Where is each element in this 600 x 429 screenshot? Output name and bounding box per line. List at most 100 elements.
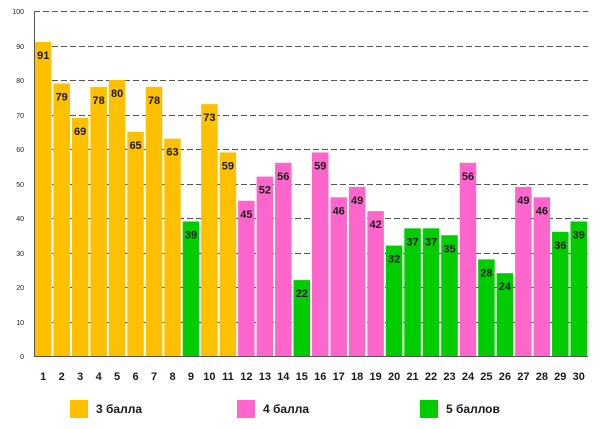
x-tick-label-30: 30 bbox=[573, 371, 585, 383]
x-tick-label-8: 8 bbox=[169, 371, 175, 383]
bar-8 bbox=[164, 138, 181, 356]
x-tick-label-25: 25 bbox=[480, 371, 492, 383]
x-tick-label-5: 5 bbox=[114, 371, 120, 383]
value-label-5: 80 bbox=[111, 88, 123, 100]
value-label-14: 56 bbox=[277, 171, 289, 183]
value-label-18: 49 bbox=[351, 195, 363, 207]
bar-layer bbox=[34, 42, 588, 357]
value-label-3: 69 bbox=[74, 126, 86, 138]
value-label-2: 79 bbox=[56, 91, 68, 103]
value-label-6: 65 bbox=[129, 140, 141, 152]
x-tick-label-16: 16 bbox=[314, 371, 326, 383]
y-tick-label-30: 30 bbox=[16, 251, 24, 258]
legend-swatch-5 bbox=[420, 400, 438, 418]
bar-23 bbox=[441, 235, 458, 356]
bar-6 bbox=[127, 131, 144, 356]
x-tick-label-6: 6 bbox=[133, 371, 139, 383]
bar-22 bbox=[422, 228, 440, 356]
x-tick-label-7: 7 bbox=[151, 371, 157, 383]
bar-25 bbox=[478, 259, 495, 356]
x-tick-label-20: 20 bbox=[388, 371, 400, 383]
value-label-11: 59 bbox=[222, 160, 234, 172]
x-tick-label-11: 11 bbox=[222, 371, 234, 383]
x-tick-label-4: 4 bbox=[96, 371, 103, 383]
x-tick-label-27: 27 bbox=[517, 371, 529, 383]
x-tick-label-10: 10 bbox=[203, 371, 215, 383]
value-label-12: 45 bbox=[240, 209, 252, 221]
bar-3 bbox=[71, 117, 89, 356]
value-label-13: 52 bbox=[259, 185, 271, 197]
bar-14 bbox=[275, 162, 292, 356]
legend-item-4: 4 балла bbox=[237, 398, 309, 420]
bar-4 bbox=[90, 86, 107, 357]
value-label-16: 59 bbox=[314, 160, 326, 172]
x-tick-label-22: 22 bbox=[425, 371, 437, 383]
y-tick-label-20: 20 bbox=[16, 285, 24, 292]
x-tick-label-13: 13 bbox=[259, 371, 271, 383]
x-tick-label-28: 28 bbox=[536, 371, 548, 383]
bar-15 bbox=[293, 280, 311, 356]
x-tick-label-19: 19 bbox=[370, 371, 382, 383]
y-tick-label-90: 90 bbox=[16, 44, 24, 51]
bar-2 bbox=[53, 83, 70, 356]
x-tick-label-21: 21 bbox=[406, 371, 418, 383]
bar-12 bbox=[238, 200, 255, 356]
y-tick-label-40: 40 bbox=[16, 216, 24, 223]
y-tick-label-60: 60 bbox=[16, 147, 24, 154]
x-tick-label-26: 26 bbox=[499, 371, 511, 383]
value-label-28: 46 bbox=[536, 205, 548, 217]
value-label-22: 37 bbox=[425, 236, 437, 248]
x-tick-label-14: 14 bbox=[277, 371, 290, 383]
bar-5 bbox=[108, 80, 126, 356]
y-tick-label-10: 10 bbox=[16, 320, 24, 327]
x-tick-label-23: 23 bbox=[443, 371, 455, 383]
x-tick-label-15: 15 bbox=[296, 371, 308, 383]
bar-28 bbox=[533, 197, 551, 356]
value-label-26: 24 bbox=[499, 281, 512, 293]
bar-11 bbox=[219, 152, 237, 356]
bar-27 bbox=[515, 186, 532, 356]
y-tick-label-70: 70 bbox=[16, 113, 24, 120]
value-label-30: 39 bbox=[573, 229, 585, 241]
bar-24 bbox=[459, 162, 477, 356]
legend-item-5: 5 баллов bbox=[420, 398, 500, 420]
y-tick-label-50: 50 bbox=[16, 182, 24, 189]
bar-19 bbox=[367, 211, 384, 356]
grid-layer bbox=[34, 11, 588, 323]
bar-17 bbox=[330, 197, 347, 356]
legend-label-4: 4 балла bbox=[263, 402, 310, 416]
value-label-23: 35 bbox=[443, 243, 455, 255]
value-label-9: 39 bbox=[185, 229, 197, 241]
value-label-24: 56 bbox=[462, 171, 474, 183]
x-tick-label-3: 3 bbox=[77, 371, 83, 383]
y-tick-label-0: 0 bbox=[20, 354, 24, 361]
legend-label-3: 3 балла bbox=[96, 402, 143, 416]
bar-13 bbox=[256, 176, 274, 356]
legend-label-5: 5 баллов bbox=[446, 402, 500, 416]
bar-20 bbox=[385, 245, 403, 356]
value-label-21: 37 bbox=[406, 236, 418, 248]
bar-10 bbox=[201, 104, 218, 357]
bar-29 bbox=[552, 231, 569, 356]
value-label-19: 42 bbox=[370, 219, 382, 231]
value-label-25: 28 bbox=[480, 267, 492, 279]
y-tick-label-100: 100 bbox=[12, 9, 24, 16]
x-tick-label-18: 18 bbox=[351, 371, 363, 383]
value-label-8: 63 bbox=[166, 147, 178, 159]
y-tick-label-80: 80 bbox=[16, 78, 24, 85]
legend-swatch-3 bbox=[70, 400, 88, 418]
x-tick-label-12: 12 bbox=[240, 371, 252, 383]
value-label-29: 36 bbox=[554, 240, 566, 252]
bar-26 bbox=[496, 273, 514, 356]
legend-swatch-4 bbox=[237, 400, 255, 418]
value-label-7: 78 bbox=[148, 95, 160, 107]
label-layer: 91 79 69 78 80 65 78 63 39 73 59 45 52 56 22 59 46 49 42 32… bbox=[37, 50, 585, 300]
value-label-17: 46 bbox=[333, 205, 345, 217]
value-label-4: 78 bbox=[93, 95, 105, 107]
x-tick-label-9: 9 bbox=[188, 371, 194, 383]
value-label-20: 32 bbox=[388, 254, 400, 266]
value-label-10: 73 bbox=[203, 112, 215, 124]
legend-item-3: 3 балла bbox=[70, 398, 142, 420]
